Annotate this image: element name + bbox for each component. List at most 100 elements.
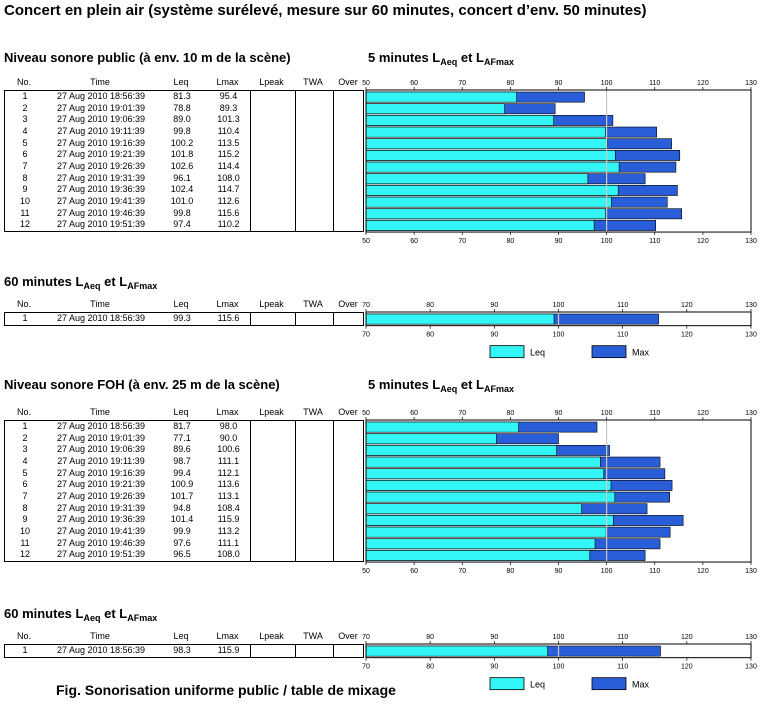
tick-label-bottom: 100	[601, 238, 613, 245]
tick-label-bottom: 50	[362, 238, 370, 245]
tick-label-top: 120	[681, 634, 693, 641]
header-col-over: Over	[338, 77, 358, 87]
bar-leq	[365, 138, 608, 150]
section-title-public: Niveau sonore public (à env. 10 m de la …	[4, 50, 291, 65]
cell-time: 27 Aug 2010 19:16:39	[56, 467, 146, 478]
tick-label-bottom: 70	[362, 332, 370, 339]
column-divider	[295, 645, 296, 657]
cell-time: 27 Aug 2010 19:21:39	[56, 479, 146, 490]
tick-label-top: 80	[506, 80, 514, 87]
tick-label-top: 50	[362, 410, 370, 417]
cell-no: 10	[19, 196, 30, 207]
cell-time: 27 Aug 2010 19:31:39	[56, 172, 146, 183]
tick-label-top: 60	[410, 80, 418, 87]
cell-no: 8	[22, 172, 28, 183]
bar-leq	[365, 115, 554, 126]
tick-label-bottom: 130	[745, 568, 757, 575]
table-row: 10 27 Aug 2010 19:41:39 101.0 112.6	[5, 196, 365, 208]
column-divider	[333, 91, 334, 232]
cell-lmax: 112.1	[217, 467, 240, 478]
tick-label-top: 90	[555, 410, 563, 417]
cell-time: 27 Aug 2010 19:06:39	[56, 114, 146, 125]
column-divider	[250, 421, 251, 562]
tick-label-top: 130	[745, 80, 757, 87]
tick-label-bottom: 100	[553, 332, 565, 339]
tick-label-top: 130	[745, 410, 757, 417]
table-row: 11 27 Aug 2010 19:46:39 99.8 115.6	[5, 208, 365, 220]
header-col-over: Over	[338, 407, 358, 417]
legend-swatch-max	[591, 345, 627, 359]
header-col-lpeak: Lpeak	[259, 631, 284, 641]
legend-label-max: Max	[632, 348, 650, 358]
table-row: 7 27 Aug 2010 19:26:39 101.7 113.1	[5, 491, 365, 503]
tick-label-top: 90	[555, 80, 563, 87]
cell-lmax: 115.9	[217, 514, 240, 525]
table-row: 8 27 Aug 2010 19:31:39 96.1 108.0	[5, 173, 365, 185]
cell-leq: 101.7	[170, 491, 194, 502]
column-divider	[295, 313, 296, 325]
tick-label-bottom: 70	[458, 568, 466, 575]
table-row: 2 27 Aug 2010 19:01:39 77.1 90.0	[5, 433, 365, 445]
cell-leq: 78.8	[173, 102, 191, 113]
bar-leq	[365, 126, 606, 138]
tick-label-top: 100	[553, 634, 565, 641]
cell-leq: 94.8	[173, 502, 191, 513]
cell-leq: 101.0	[170, 196, 194, 207]
cell-lmax: 100.6	[217, 444, 240, 455]
cell-leq: 96.5	[173, 549, 191, 560]
cell-time: 27 Aug 2010 19:16:39	[56, 137, 146, 148]
header-col-no: No.	[16, 77, 31, 87]
cell-leq: 89.6	[173, 444, 191, 455]
table-row: 5 27 Aug 2010 19:16:39 100.2 113.5	[5, 138, 365, 150]
cell-leq: 102.4	[170, 184, 194, 195]
table-row: 1 27 Aug 2010 18:56:39 98.3 115.9	[5, 645, 365, 657]
bar-leq	[365, 503, 582, 515]
table-row: 10 27 Aug 2010 19:41:39 99.9 113.2	[5, 526, 365, 538]
tick-label-bottom: 90	[490, 664, 498, 671]
cell-leq: 98.7	[173, 456, 191, 466]
header-col-time: Time	[90, 631, 110, 641]
cell-lmax: 110.2	[217, 219, 240, 230]
cell-leq: 100.2	[170, 137, 194, 148]
cell-lmax: 115.2	[217, 149, 240, 160]
cell-lmax: 114.7	[217, 184, 240, 195]
tick-label-top: 130	[745, 634, 757, 641]
tick-label-bottom: 60	[410, 568, 418, 575]
cell-lmax: 108.0	[217, 549, 240, 560]
tick-label-bottom: 120	[697, 568, 709, 575]
cell-no: 4	[22, 456, 28, 466]
cell-leq: 99.8	[173, 126, 191, 136]
tick-label-top: 110	[649, 80, 660, 87]
bar-leq	[365, 173, 589, 185]
header-col-twa: TWA	[303, 77, 323, 87]
tick-label-bottom: 50	[362, 568, 370, 575]
chart-public-60min: 70 80 90 100 110 120 130 70 80 90 100 110 120 130 Leq M…	[362, 302, 757, 359]
bar-leq	[365, 491, 616, 503]
cell-time: 27 Aug 2010 19:46:39	[56, 537, 146, 548]
tick-label-top: 80	[426, 302, 434, 309]
cell-time: 27 Aug 2010 19:51:39	[56, 549, 146, 560]
header-col-over: Over	[338, 299, 358, 309]
chart-title-public-5min: 5 minutes LAeq et LAFmax	[368, 50, 515, 67]
cell-lmax: 115.6	[217, 207, 240, 218]
bar-leq	[365, 445, 557, 456]
cell-no: 9	[22, 514, 28, 525]
cell-no: 4	[22, 126, 28, 136]
cell-no: 6	[22, 479, 28, 490]
cell-lmax: 111.1	[217, 456, 240, 466]
header-col-twa: TWA	[303, 631, 323, 641]
table-row: 2 27 Aug 2010 19:01:39 78.8 89.3	[5, 103, 365, 115]
cell-time: 27 Aug 2010 19:31:39	[56, 502, 146, 513]
plot-frame	[365, 643, 752, 659]
cell-no: 6	[22, 149, 28, 160]
header-col-lmax: Lmax	[216, 631, 239, 641]
column-divider	[295, 91, 296, 232]
header-col-twa: TWA	[303, 407, 323, 417]
tick-label-bottom: 120	[681, 332, 693, 339]
cell-time: 27 Aug 2010 19:21:39	[56, 149, 146, 160]
table-body: 1 27 Aug 2010 18:56:39 99.3 115.6	[4, 312, 364, 326]
chart-foh-5min: 50 60 70 80 90 100 110 120 130 50 60 70 80 90 100 110 12…	[362, 410, 757, 575]
cell-no: 7	[22, 161, 28, 172]
header-col-leq: Leq	[173, 77, 189, 87]
bar-leq	[365, 550, 591, 561]
